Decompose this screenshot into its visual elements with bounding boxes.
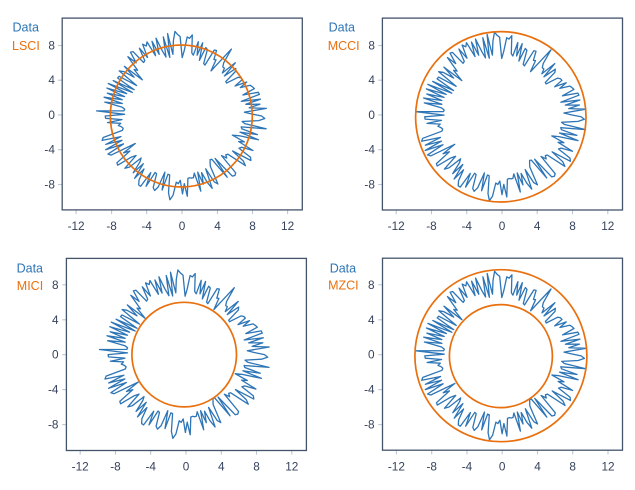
svg-text:-8: -8 bbox=[426, 219, 437, 233]
svg-text:Data: Data bbox=[330, 262, 356, 276]
svg-text:-4: -4 bbox=[145, 459, 156, 473]
svg-text:4: 4 bbox=[52, 313, 59, 327]
svg-text:4: 4 bbox=[218, 459, 225, 473]
svg-text:0: 0 bbox=[52, 348, 59, 362]
svg-text:-4: -4 bbox=[461, 219, 472, 233]
svg-text:-8: -8 bbox=[44, 178, 55, 192]
svg-text:-8: -8 bbox=[364, 178, 375, 192]
svg-text:-4: -4 bbox=[364, 383, 375, 397]
svg-text:Data: Data bbox=[329, 20, 355, 34]
svg-text:0: 0 bbox=[368, 108, 375, 122]
svg-text:4: 4 bbox=[368, 73, 375, 87]
svg-text:0: 0 bbox=[183, 459, 190, 473]
svg-text:8: 8 bbox=[368, 278, 375, 292]
svg-text:8: 8 bbox=[52, 278, 59, 292]
svg-text:12: 12 bbox=[285, 459, 298, 473]
svg-text:0: 0 bbox=[179, 219, 186, 233]
svg-text:0: 0 bbox=[368, 348, 375, 362]
svg-text:8: 8 bbox=[253, 459, 260, 473]
svg-text:-8: -8 bbox=[426, 459, 437, 473]
svg-text:0: 0 bbox=[499, 459, 506, 473]
svg-text:-4: -4 bbox=[364, 143, 375, 157]
svg-text:MICI: MICI bbox=[17, 279, 43, 293]
svg-text:-12: -12 bbox=[68, 219, 85, 233]
svg-text:4: 4 bbox=[534, 219, 541, 233]
svg-text:-8: -8 bbox=[48, 418, 59, 432]
svg-text:12: 12 bbox=[281, 219, 294, 233]
svg-text:12: 12 bbox=[601, 219, 614, 233]
svg-text:LSCI: LSCI bbox=[12, 39, 40, 53]
svg-text:-4: -4 bbox=[462, 459, 473, 473]
svg-text:-8: -8 bbox=[110, 459, 121, 473]
svg-text:-4: -4 bbox=[44, 143, 55, 157]
svg-text:-12: -12 bbox=[388, 219, 405, 233]
svg-text:4: 4 bbox=[368, 313, 375, 327]
svg-text:4: 4 bbox=[214, 219, 221, 233]
svg-text:-4: -4 bbox=[48, 383, 59, 397]
svg-text:8: 8 bbox=[569, 219, 576, 233]
svg-text:-8: -8 bbox=[106, 219, 117, 233]
svg-text:-4: -4 bbox=[141, 219, 152, 233]
svg-text:4: 4 bbox=[534, 459, 541, 473]
svg-text:12: 12 bbox=[601, 459, 614, 473]
svg-text:0: 0 bbox=[499, 219, 506, 233]
svg-text:Data: Data bbox=[17, 261, 43, 275]
svg-text:0: 0 bbox=[48, 108, 55, 122]
svg-text:4: 4 bbox=[48, 73, 55, 87]
svg-text:MZCI: MZCI bbox=[328, 279, 359, 293]
svg-text:8: 8 bbox=[368, 39, 375, 53]
svg-text:8: 8 bbox=[48, 39, 55, 53]
svg-text:Data: Data bbox=[13, 21, 39, 35]
svg-text:8: 8 bbox=[249, 219, 256, 233]
svg-text:-8: -8 bbox=[364, 418, 375, 432]
svg-text:-12: -12 bbox=[72, 459, 89, 473]
svg-text:-12: -12 bbox=[388, 459, 405, 473]
svg-text:8: 8 bbox=[569, 459, 576, 473]
svg-text:MCCI: MCCI bbox=[328, 39, 360, 53]
